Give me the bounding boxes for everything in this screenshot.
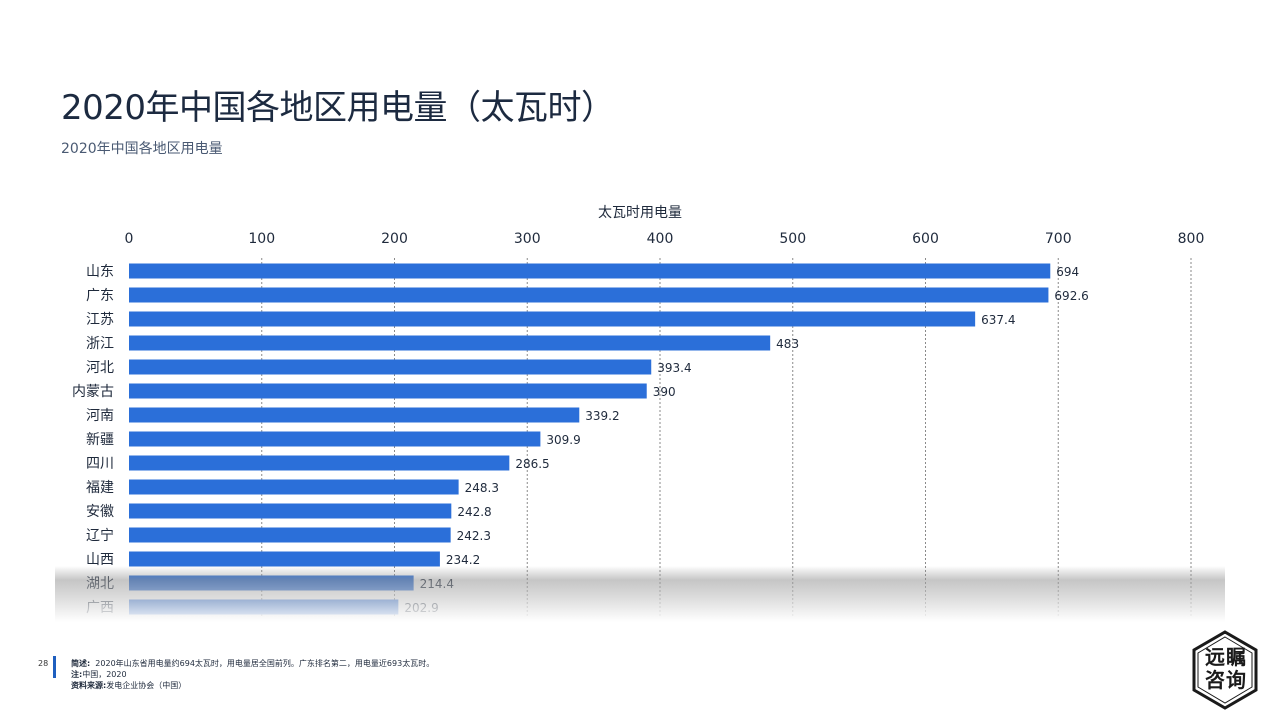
data-label: 390: [653, 385, 676, 399]
data-label: 339.2: [585, 409, 619, 423]
x-tick-label: 200: [381, 231, 408, 247]
bar: [129, 311, 976, 327]
source-label: 资料来源:: [71, 681, 107, 690]
logo-line-1: 远瞩: [1205, 645, 1247, 669]
logo-line-2: 咨询: [1205, 668, 1247, 692]
x-tick-label: 700: [1045, 231, 1072, 247]
note-label: 注:: [71, 670, 83, 679]
x-tick-label: 100: [248, 231, 275, 247]
bar: [129, 335, 771, 351]
category-label: 山西: [86, 552, 114, 568]
category-label: 浙江: [86, 336, 114, 352]
bar: [129, 455, 510, 471]
page-number: 28: [38, 659, 49, 668]
x-tick-label: 600: [912, 231, 939, 247]
category-label: 内蒙古: [72, 384, 114, 400]
bar: [129, 503, 452, 519]
summary-text: 2020年山东省用电量约694太瓦时，用电量居全国前列。广东排名第二，用电量近6…: [95, 659, 435, 668]
data-label: 393.4: [657, 361, 691, 375]
data-label: 286.5: [515, 457, 549, 471]
bar-chart: 太瓦时用电量 0 100 200 300 400 500 600 700 800 山东 694 广东 69…: [72, 205, 1205, 616]
category-label: 安徽: [86, 504, 114, 520]
bar: [129, 407, 580, 423]
x-tick-label: 300: [514, 231, 541, 247]
bar: [129, 383, 647, 399]
x-tick-label: 400: [647, 231, 674, 247]
company-logo: [1192, 630, 1258, 710]
data-label: 483: [776, 337, 799, 351]
bar: [129, 479, 459, 495]
category-label: 福建: [86, 480, 114, 496]
note-text: 中国，2020: [82, 670, 127, 679]
x-tick-label: 800: [1178, 231, 1205, 247]
data-label: 234.2: [446, 553, 480, 567]
data-label: 242.3: [457, 529, 491, 543]
page-title: 2020年中国各地区用电量（太瓦时）: [61, 88, 615, 128]
data-label: 692.6: [1054, 289, 1088, 303]
category-label: 新疆: [86, 432, 114, 448]
footer-note: 注:中国，2020: [71, 669, 434, 680]
category-label: 山东: [86, 264, 114, 280]
footer-accent-bar: [53, 656, 56, 678]
x-tick-label: 500: [779, 231, 806, 247]
data-label: 637.4: [981, 313, 1015, 327]
category-label: 四川: [86, 456, 114, 472]
bar: [129, 287, 1049, 303]
x-tick-label: 0: [125, 231, 134, 247]
page-subtitle: 2020年中国各地区用电量: [61, 141, 223, 157]
data-label: 214.4: [420, 577, 454, 591]
category-label: 广东: [86, 288, 114, 304]
bar: [129, 527, 451, 543]
footer-notes: 简述: 2020年山东省用电量约694太瓦时，用电量居全国前列。广东排名第二，用…: [71, 658, 434, 691]
summary-label: 简述:: [71, 659, 91, 668]
data-label: 202.9: [404, 601, 438, 615]
x-axis-title: 太瓦时用电量: [598, 205, 682, 221]
category-label: 辽宁: [86, 527, 114, 544]
bar: [129, 431, 541, 447]
source-text: 发电企业协会（中国）: [106, 681, 187, 690]
logo-text: 远瞩 咨询: [1198, 646, 1254, 692]
bar: [129, 599, 399, 615]
footer-summary: 简述: 2020年山东省用电量约694太瓦时，用电量居全国前列。广东排名第二，用…: [71, 658, 434, 669]
category-label: 广西: [86, 600, 114, 616]
category-label: 江苏: [86, 312, 114, 328]
bar: [129, 263, 1051, 279]
data-label: 242.8: [457, 505, 491, 519]
footer-source: 资料来源:发电企业协会（中国）: [71, 680, 434, 691]
category-label: 湖北: [86, 576, 114, 592]
category-label: 河南: [86, 408, 114, 424]
bar: [129, 551, 440, 567]
data-label: 694: [1056, 265, 1079, 279]
data-label: 309.9: [546, 433, 580, 447]
data-label: 248.3: [465, 481, 499, 495]
category-label: 河北: [86, 360, 114, 376]
bar: [129, 575, 414, 591]
bar: [129, 359, 652, 375]
